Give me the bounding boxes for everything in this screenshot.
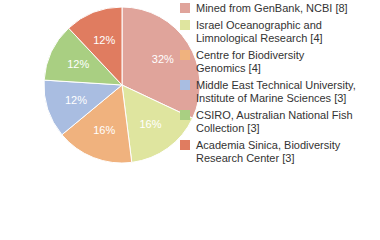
data-label: 12% [67,58,89,70]
legend-label: Israel Oceanographic andLimnological Res… [196,19,323,44]
legend-swatch [180,140,190,150]
legend-label: Mined from GenBank, NCBI [8] [196,2,348,14]
legend: Mined from GenBank, NCBI [8] Israel Ocean… [180,2,356,164]
data-label: 12% [65,94,87,106]
legend-swatch [180,110,190,120]
pie-chart: 32% 16% 16% 12% 12% 12% Mined from GenBank, NC… [0,0,380,240]
legend-label: CSIRO, Australian National FishCollectio… [196,109,353,134]
legend-label: Middle East Technical University,Institu… [196,79,356,104]
legend-label: Centre for BiodiversityGenomics [4] [196,49,305,74]
legend-swatch [180,80,190,90]
data-label: 32% [152,53,174,65]
data-label: 16% [93,124,115,136]
legend-swatch [180,3,190,13]
data-label: 16% [139,118,161,130]
legend-label: Academia Sinica, BiodiversityResearch Ce… [196,139,341,164]
data-labels: 32% 16% 16% 12% 12% 12% [65,34,174,136]
slices [44,7,200,163]
data-label: 12% [93,34,115,46]
pie-slice [69,7,122,85]
legend-swatch [180,50,190,60]
pie-slice [122,85,193,162]
legend-swatch [180,20,190,30]
